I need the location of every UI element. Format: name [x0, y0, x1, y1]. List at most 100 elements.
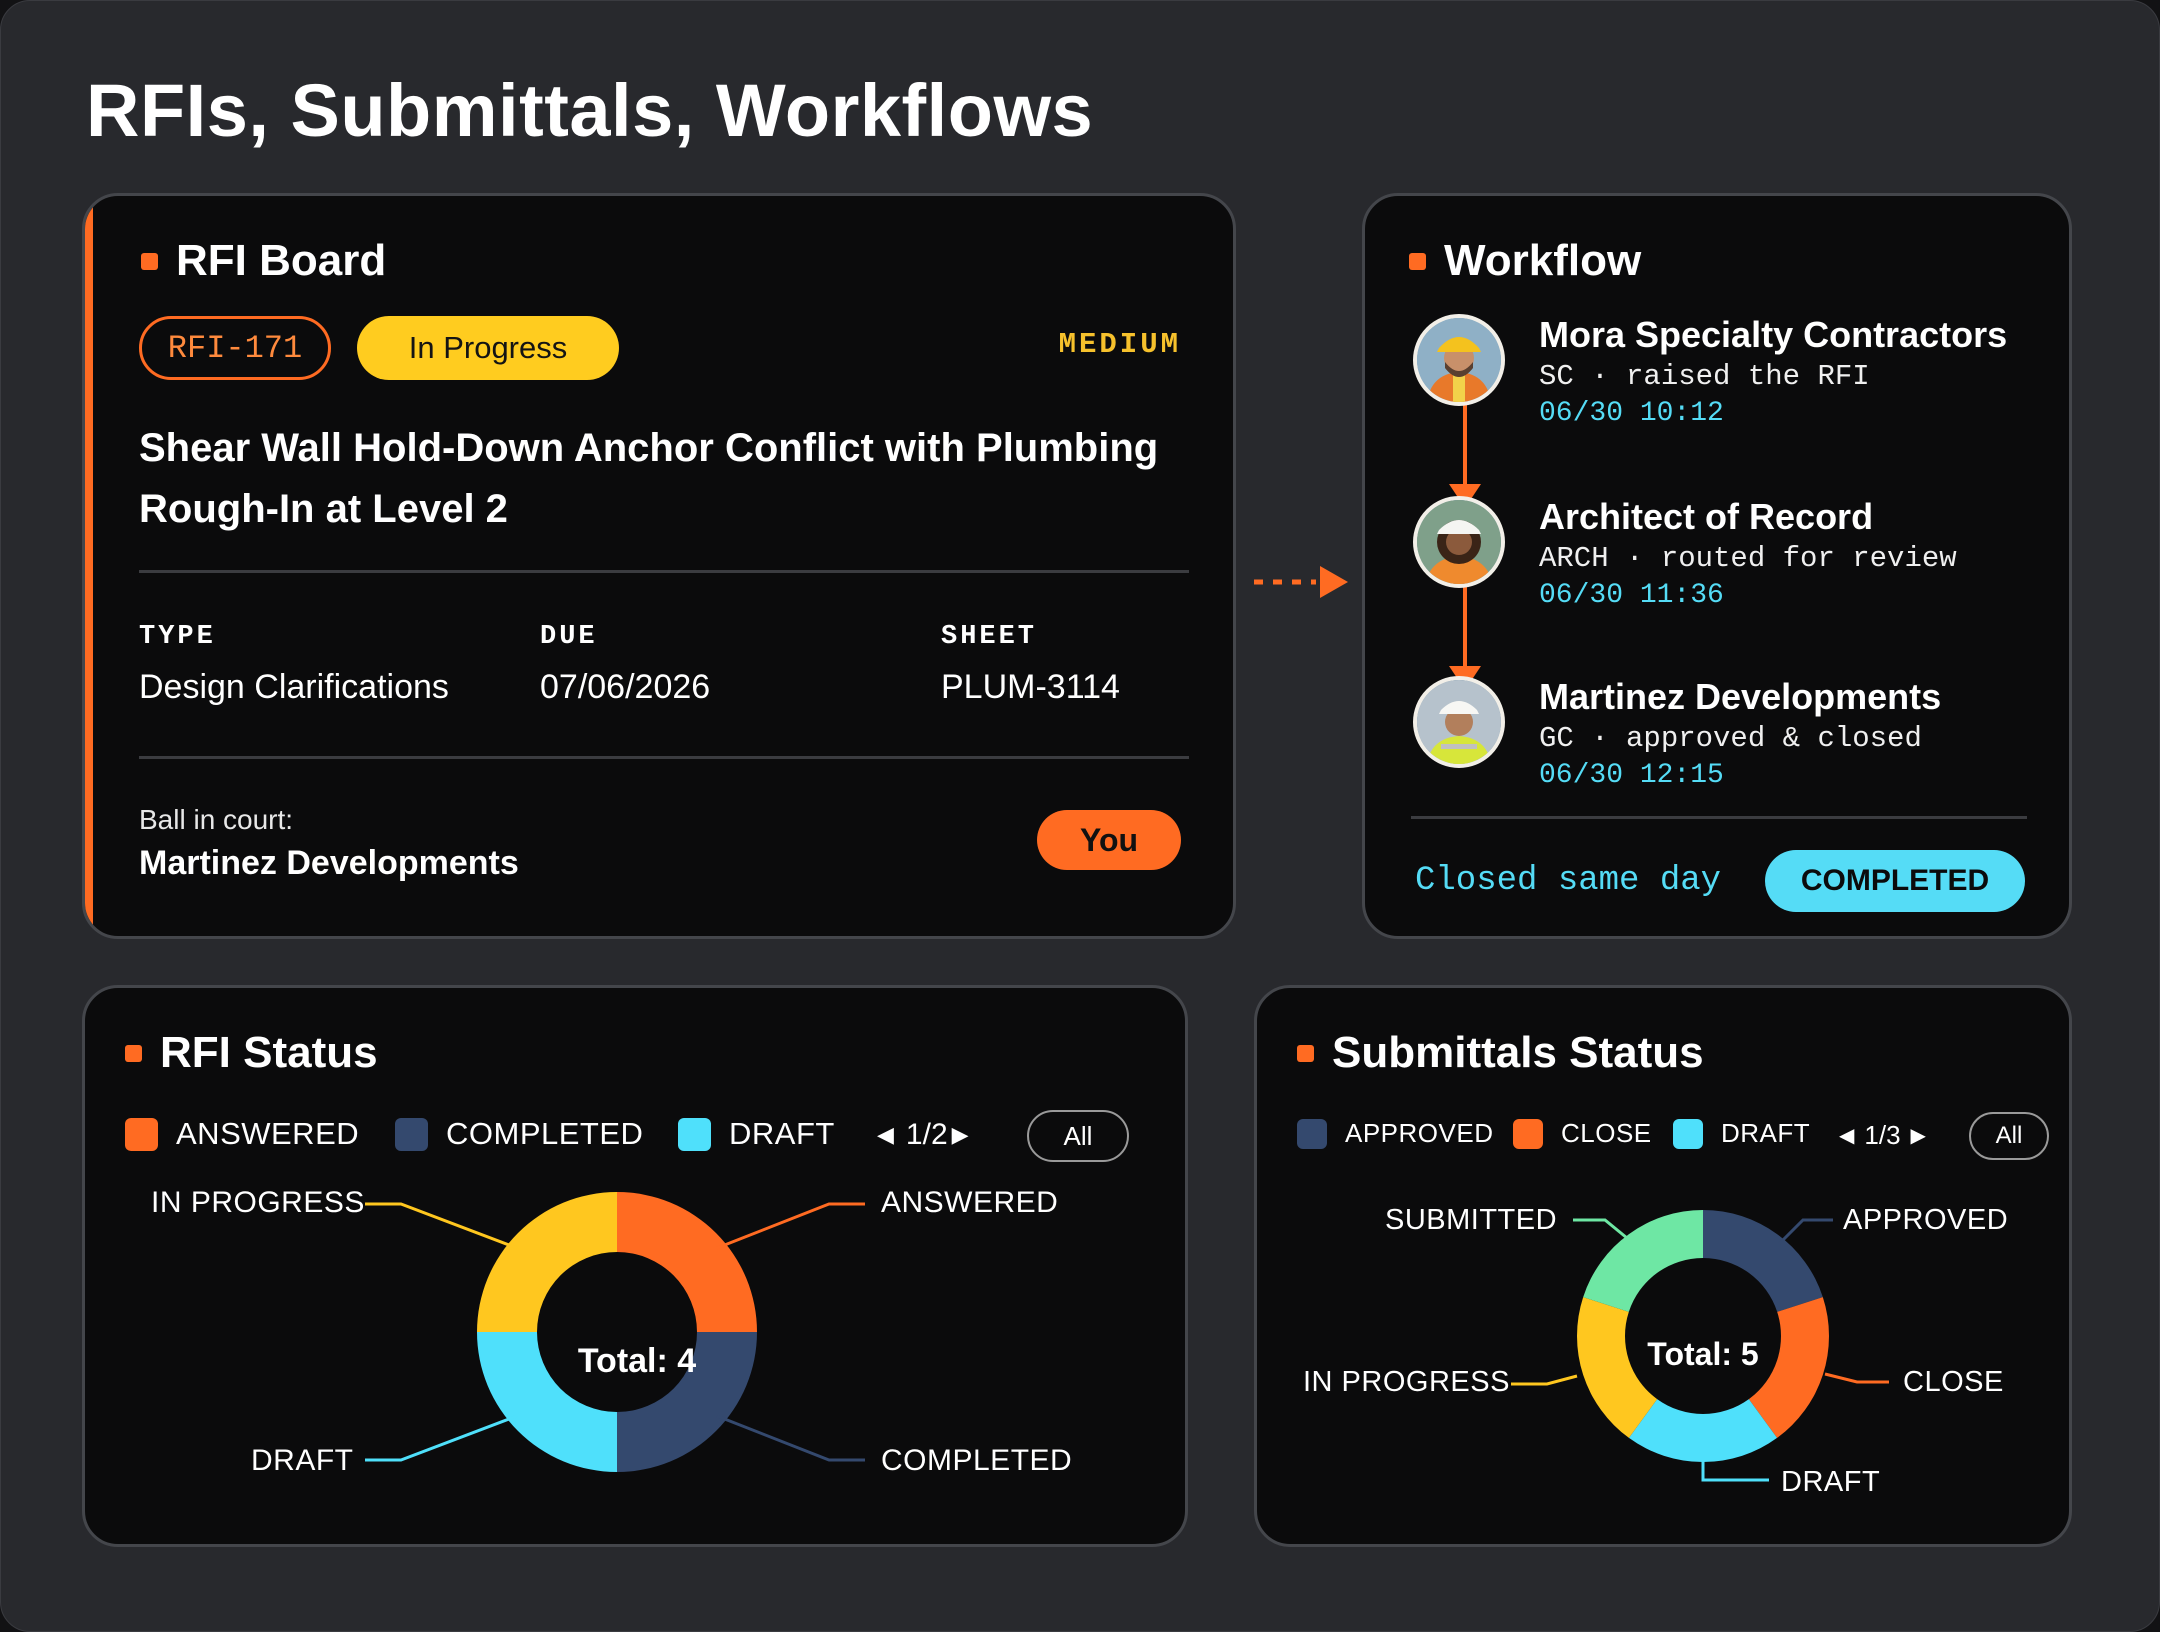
leader-answered [716, 1202, 865, 1250]
workflow-step-name: Mora Specialty Contractors [1539, 314, 2008, 355]
divider [139, 570, 1189, 573]
leader-submittted [1573, 1218, 1628, 1240]
status-badge[interactable]: In Progress [357, 316, 619, 380]
chart-label-completed: COMPLETED [881, 1444, 1073, 1477]
rfi-status-title: RFI Status [125, 1028, 378, 1078]
due-label: DUE [540, 622, 598, 652]
leader-lines [365, 1202, 865, 1462]
chart-label-answered: ANSWERED [881, 1186, 1059, 1219]
legend-item-draft[interactable]: DRAFT [678, 1116, 835, 1152]
rfi-board-title: RFI Board [141, 236, 386, 286]
all-button[interactable]: All [1027, 1110, 1129, 1162]
legend-item-completed[interactable]: COMPLETED [395, 1116, 643, 1152]
legend-label: COMPLETED [446, 1116, 644, 1151]
legend-label: DRAFT [1721, 1118, 1811, 1148]
pager-next-icon[interactable]: ▶ [951, 1122, 969, 1147]
rfi-board-title-text: RFI Board [176, 236, 387, 285]
donut-slice-close[interactable] [1748, 1297, 1829, 1438]
square-bullet-icon [141, 252, 158, 270]
pager-text: 1/3 [1864, 1120, 1901, 1150]
legend-label: APPROVED [1345, 1118, 1494, 1148]
due-value: 07/06/2026 [540, 668, 711, 706]
you-button[interactable]: You [1037, 810, 1181, 870]
sheet-value: PLUM-3114 [941, 668, 1120, 706]
workflow-step-time: 06/30 12:15 [1539, 760, 1724, 791]
legend-pager: ◀ 1/3 ▶ [1839, 1120, 1926, 1151]
workflow-step-name: Architect of Record [1539, 496, 1874, 537]
legend-swatch [1673, 1118, 1703, 1149]
workflow-step-role: SC · raised the RFI [1539, 360, 1870, 393]
donut-slice-answered[interactable] [617, 1192, 757, 1332]
leader-draft [365, 1414, 518, 1462]
workflow-step-role: ARCH · routed for review [1539, 542, 1957, 575]
rfi-status-card: RFI Status ANSWERED COMPLETED DRAFT ◀ 1/… [82, 985, 1188, 1547]
workflow-step-name: Martinez Developments [1539, 676, 1942, 717]
chart-total-label: Total: 4 [577, 1342, 697, 1380]
leader-in-progress [1511, 1374, 1578, 1386]
legend-item-draft[interactable]: DRAFT [1673, 1118, 1810, 1149]
workflow-summary: Closed same day [1415, 862, 1722, 900]
chart-total-label: Total: 5 [1647, 1336, 1759, 1372]
workflow-title: Workflow [1409, 236, 1641, 286]
legend-swatch [1513, 1118, 1543, 1149]
chart-label-in-progress: IN PROGRESS [151, 1186, 365, 1219]
pager-prev-icon[interactable]: ◀ [877, 1122, 894, 1147]
chart-label-approved: APPROVED [1843, 1204, 2009, 1236]
all-button[interactable]: All [1969, 1112, 2049, 1160]
pager-prev-icon[interactable]: ◀ [1839, 1125, 1855, 1147]
workflow-title-text: Workflow [1444, 236, 1642, 285]
legend-label: DRAFT [729, 1116, 835, 1151]
priority-label: MEDIUM [1058, 328, 1181, 361]
chart-label-draft: DRAFT [251, 1444, 354, 1477]
rfi-id-badge[interactable]: RFI-171 [139, 316, 331, 380]
sheet-label: SHEET [941, 622, 1038, 652]
rfi-status-title-text: RFI Status [160, 1028, 378, 1077]
legend-label: CLOSE [1561, 1118, 1652, 1148]
chart-label-draft: DRAFT [1781, 1466, 1881, 1498]
workflow-card: Workflow Mora Specialty Contractors SC ·… [1362, 193, 2072, 939]
chart-label-submitted: SUBMITTED [1385, 1204, 1558, 1236]
donut-slice-draft[interactable] [477, 1332, 617, 1472]
completed-badge[interactable]: COMPLETED [1765, 850, 2025, 912]
donut-slice-submitted[interactable] [1583, 1210, 1703, 1312]
square-bullet-icon [1409, 252, 1426, 270]
donut-slice-approved[interactable] [1703, 1210, 1823, 1312]
donut-slice-draft[interactable] [1628, 1399, 1778, 1462]
type-value: Design Clarifications [139, 668, 449, 706]
rfi-board-card: RFI Board RFI-171 In Progress MEDIUM She… [82, 193, 1236, 939]
rfi-status-donut-chart [365, 1192, 865, 1472]
card-accent-bar [85, 196, 93, 936]
leader-approved [1777, 1218, 1833, 1246]
legend-item-approved[interactable]: APPROVED [1297, 1118, 1494, 1149]
submittals-status-card: Submittals Status APPROVED CLOSE DRAFT ◀… [1254, 985, 2072, 1547]
legend-item-close[interactable]: CLOSE [1513, 1118, 1652, 1149]
legend-pager: ◀ 1/2 ▶ [877, 1118, 969, 1152]
leader-in-progress [365, 1202, 518, 1250]
donut-slice-completed[interactable] [617, 1332, 757, 1472]
leader-close [1824, 1372, 1889, 1384]
submittals-status-title: Submittals Status [1297, 1028, 1704, 1078]
gc-avatar [1413, 676, 1505, 768]
architect-avatar [1413, 496, 1505, 588]
rfi-subject: Shear Wall Hold-Down Anchor Conflict wit… [139, 426, 1159, 531]
legend-swatch [395, 1117, 428, 1151]
donut-slice-in-progress[interactable] [477, 1192, 617, 1332]
submittals-status-donut-chart [1511, 1210, 1889, 1482]
type-label: TYPE [139, 622, 216, 652]
leader-lines [1511, 1218, 1889, 1482]
square-bullet-icon [125, 1044, 142, 1062]
ball-in-court-label: Ball in court: [139, 804, 294, 835]
square-bullet-icon [1297, 1044, 1314, 1062]
legend-swatch [1297, 1118, 1327, 1149]
legend-swatch [678, 1117, 711, 1151]
legend-label: ANSWERED [176, 1116, 360, 1151]
chart-label-close: CLOSE [1903, 1366, 2004, 1398]
legend-swatch [125, 1117, 158, 1151]
pager-next-icon[interactable]: ▶ [1910, 1125, 1926, 1147]
worker-avatar [1413, 314, 1505, 406]
divider [139, 756, 1189, 759]
donut-slice-in-progress[interactable] [1577, 1297, 1658, 1438]
flow-arrow-icon [1254, 566, 1348, 598]
divider [1411, 816, 2027, 819]
legend-item-answered[interactable]: ANSWERED [125, 1116, 359, 1152]
